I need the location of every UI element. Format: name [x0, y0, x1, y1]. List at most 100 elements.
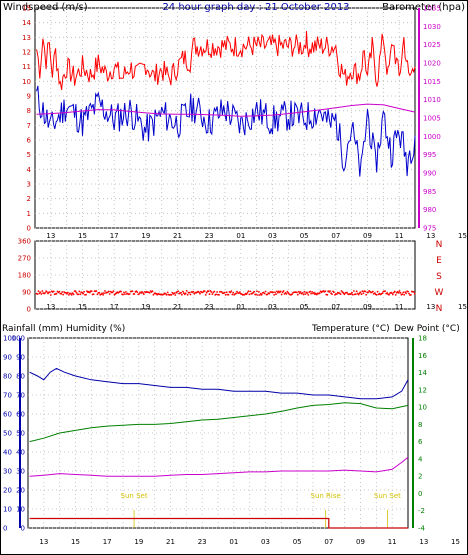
direction-point — [407, 290, 409, 293]
x-tick-label-wind: 09 — [363, 232, 372, 240]
direction-point — [92, 293, 95, 295]
direction-point — [136, 291, 139, 293]
barometer-y-tick-label: 985 — [423, 188, 436, 196]
direction-point — [224, 294, 227, 296]
compass-label: E — [436, 256, 442, 266]
x-tick-label-temperature: 15 — [71, 538, 80, 546]
x-tick-label-temperature: 09 — [356, 538, 365, 546]
direction-point — [90, 290, 93, 292]
x-tick-label-wind: 21 — [173, 232, 182, 240]
wind-y-tick-label: 4 — [27, 166, 32, 174]
direction-point — [143, 293, 145, 295]
x-tick-label-wind: 01 — [236, 232, 245, 240]
x-tick-label-temperature: 13 — [419, 538, 428, 546]
barometer-y-tick-label: 1025 — [423, 41, 441, 49]
direction-point — [296, 293, 299, 296]
direction-point — [74, 290, 77, 293]
sun-marker-label: Sun Set — [374, 492, 401, 500]
direction-point — [253, 290, 256, 293]
barometer-y-tick-label: 1030 — [423, 23, 441, 31]
direction-point — [52, 290, 55, 293]
barometer-y-tick-label: 1020 — [423, 60, 441, 68]
x-tick-label-direction-hidden: 23 — [205, 303, 214, 311]
direction-point — [216, 291, 219, 293]
temperature-y-tick-label: 8 — [418, 421, 422, 429]
direction-point — [128, 293, 131, 295]
compass-label: N — [436, 304, 443, 314]
direction-point — [189, 293, 192, 296]
direction-point — [279, 290, 282, 293]
temperature-y-tick-label: 2 — [418, 473, 422, 481]
wind-high-line — [36, 30, 416, 90]
direction-point — [408, 292, 410, 295]
direction-point — [376, 290, 379, 293]
x-tick-label-wind: 15 — [458, 232, 467, 240]
direction-point — [124, 293, 126, 295]
direction-point — [95, 290, 98, 292]
wind-y-tick-label: 8 — [27, 107, 31, 115]
direction-point — [223, 291, 226, 294]
direction-point — [365, 293, 368, 296]
axes-layer: 0123456789101112131415975980985990995100… — [3, 5, 467, 547]
direction-point — [410, 294, 412, 296]
legend-rainfall: Rainfall (mm) — [2, 324, 63, 334]
legend-temperature: Temperature (°C) — [311, 324, 390, 334]
direction-point — [298, 292, 301, 295]
rainfall-y-tick-label: 30 — [3, 468, 12, 476]
direction-y-tick-label: 90 — [22, 289, 31, 297]
direction-point — [192, 290, 195, 293]
direction-point — [361, 290, 364, 293]
direction-point — [75, 291, 78, 294]
direction-point — [204, 294, 207, 296]
direction-point — [77, 293, 80, 296]
direction-point — [46, 291, 48, 293]
direction-y-tick-label: 180 — [18, 272, 31, 280]
x-tick-label-direction-hidden: 13 — [46, 303, 55, 311]
direction-point — [55, 292, 58, 295]
direction-point — [272, 291, 274, 294]
direction-point — [83, 290, 85, 293]
direction-point — [277, 291, 279, 294]
direction-point — [296, 291, 298, 294]
x-tick-label-wind: 07 — [331, 232, 340, 240]
direction-point — [384, 290, 387, 292]
direction-point — [401, 293, 404, 296]
direction-point — [185, 290, 188, 292]
direction-point — [201, 291, 204, 294]
direction-point — [218, 293, 220, 296]
direction-point — [391, 293, 394, 296]
legend-humidity: Humidity (%) — [66, 324, 125, 334]
direction-point — [303, 290, 306, 293]
temperature-y-tick-label: -2 — [418, 507, 425, 515]
series-layer: Sun Set Sun Rise Sun Set — [29, 30, 416, 529]
x-tick-label-direction-hidden: 15 — [78, 303, 87, 311]
x-tick-label-direction-hidden: 17 — [110, 303, 119, 311]
direction-point — [78, 290, 81, 293]
direction-point — [249, 290, 252, 293]
direction-point — [40, 293, 43, 295]
x-tick-label-temperature: 15 — [451, 538, 460, 546]
direction-point — [82, 292, 84, 295]
x-tick-label-temperature: 23 — [198, 538, 207, 546]
direction-point — [372, 290, 374, 293]
direction-point — [324, 290, 327, 293]
direction-point — [381, 292, 384, 295]
direction-point — [281, 291, 284, 294]
direction-point — [151, 290, 154, 293]
humidity-line — [29, 367, 409, 400]
direction-point — [170, 294, 173, 296]
direction-point — [351, 291, 353, 294]
direction-point — [246, 291, 249, 294]
direction-point — [412, 291, 415, 293]
direction-point — [311, 291, 313, 293]
x-tick-label-wind: 23 — [205, 232, 214, 240]
direction-point — [268, 292, 271, 295]
direction-point — [287, 292, 290, 294]
x-tick-label-direction-hidden: 13 — [426, 303, 435, 311]
x-tick-label-direction-hidden: 03 — [268, 303, 277, 311]
direction-point — [131, 290, 134, 292]
direction-y-tick-label: 270 — [18, 255, 31, 263]
direction-point — [397, 291, 400, 294]
humidity-y-tick-label: 100 — [12, 335, 25, 343]
direction-point — [230, 290, 233, 292]
